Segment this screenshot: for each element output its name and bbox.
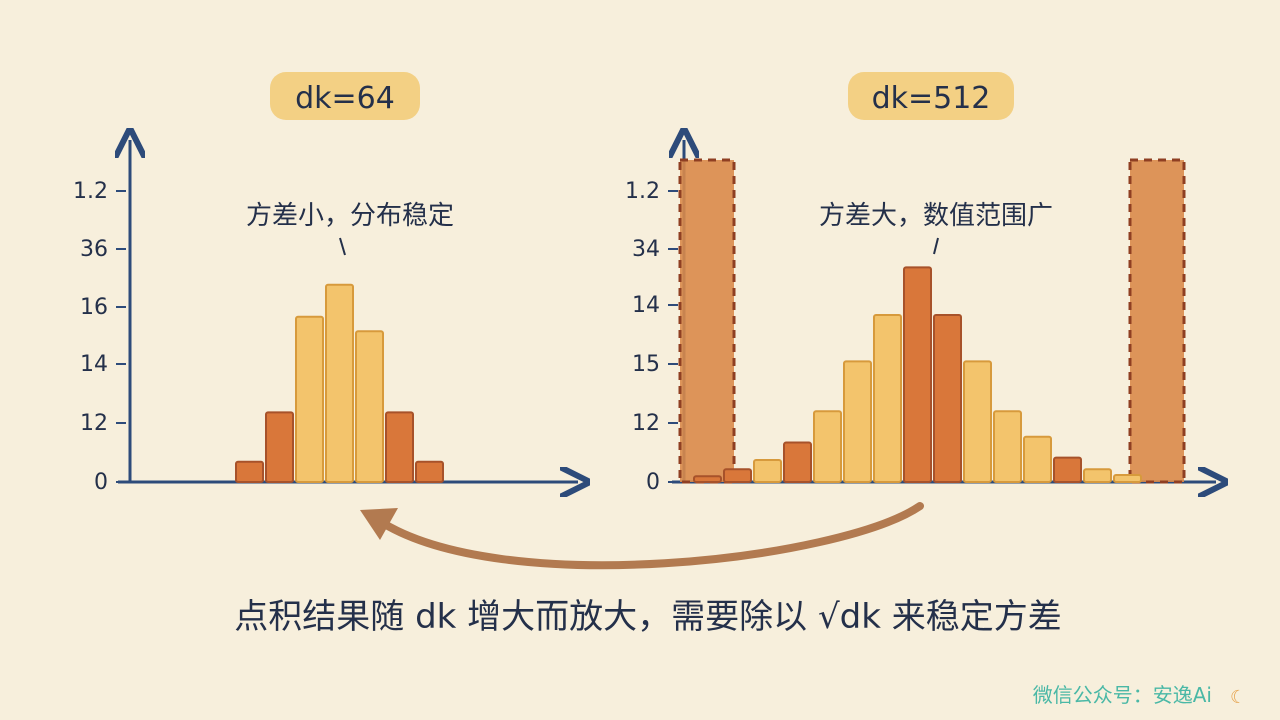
right-title-highlight	[848, 72, 1014, 120]
right-bar	[693, 475, 722, 484]
left-tick-label: 16	[80, 295, 108, 320]
right-tick-label: 14	[632, 293, 660, 318]
right-tick-label: 0	[646, 470, 660, 495]
moon-icon: ☾	[1230, 687, 1246, 708]
right-chart-title: dk=512	[872, 81, 991, 116]
left-bar	[325, 283, 354, 483]
right-bar	[753, 458, 782, 483]
right-bar	[903, 266, 932, 483]
right-annotation: 方差大，数值范围广	[819, 201, 1053, 231]
right-bar	[933, 313, 962, 483]
right-tick-label: 34	[632, 237, 660, 262]
right-bars	[678, 158, 1186, 484]
left-tick-label: 14	[80, 352, 108, 377]
left-bar	[385, 411, 414, 483]
left-y-ticks: 0 12 14 16 36 1.2	[73, 179, 126, 495]
right-bar	[1083, 468, 1112, 483]
left-bar	[415, 460, 444, 484]
right-left-extreme-bar	[680, 160, 734, 482]
right-annotation-pointer	[933, 237, 939, 255]
left-tick-label: 0	[94, 470, 108, 495]
left-annotation-pointer	[339, 237, 346, 256]
left-chart-title: dk=64	[295, 81, 395, 116]
left-bar	[355, 330, 384, 484]
right-bar	[1053, 456, 1082, 484]
left-tick-label: 36	[80, 237, 108, 262]
curved-arrow	[360, 502, 924, 570]
right-bar	[873, 313, 902, 483]
watermark: 微信公众号：安逸Ai	[1033, 683, 1212, 707]
left-bars	[235, 283, 444, 484]
right-right-extreme-bar	[1130, 160, 1184, 482]
right-tick-label: 12	[632, 411, 660, 436]
right-right-extreme-bar-outline	[1128, 158, 1186, 484]
left-annotation: 方差小，分布稳定	[246, 201, 454, 231]
right-bar	[813, 410, 842, 483]
right-left-extreme-bar-outline	[678, 158, 736, 484]
right-bar	[993, 410, 1022, 483]
right-bar	[843, 360, 872, 483]
bottom-caption: 点积结果随 dk 增大而放大，需要除以 √dk 来稳定方差	[234, 597, 1061, 637]
curved-arrowhead-icon	[360, 508, 398, 540]
right-bar	[723, 468, 752, 483]
right-bar	[963, 360, 992, 483]
right-bar	[1023, 435, 1052, 484]
left-tick-label: 1.2	[73, 179, 108, 204]
right-bar	[1113, 474, 1142, 484]
left-bar	[295, 315, 324, 484]
right-tick-label: 15	[632, 352, 660, 377]
right-bar	[783, 441, 812, 483]
right-chart: dk=512 0 12 15 14 34 1.2 方差大，数值范围广	[625, 72, 1216, 495]
left-bar	[265, 411, 294, 483]
left-title-highlight	[270, 72, 420, 120]
left-tick-label: 12	[80, 411, 108, 436]
right-tick-label: 1.2	[625, 179, 660, 204]
left-chart: dk=64 0 12 14 16 36 1.2 方差小，分布稳定	[73, 72, 578, 495]
left-bar	[235, 460, 264, 484]
right-y-ticks: 0 12 15 14 34 1.2	[625, 179, 678, 495]
